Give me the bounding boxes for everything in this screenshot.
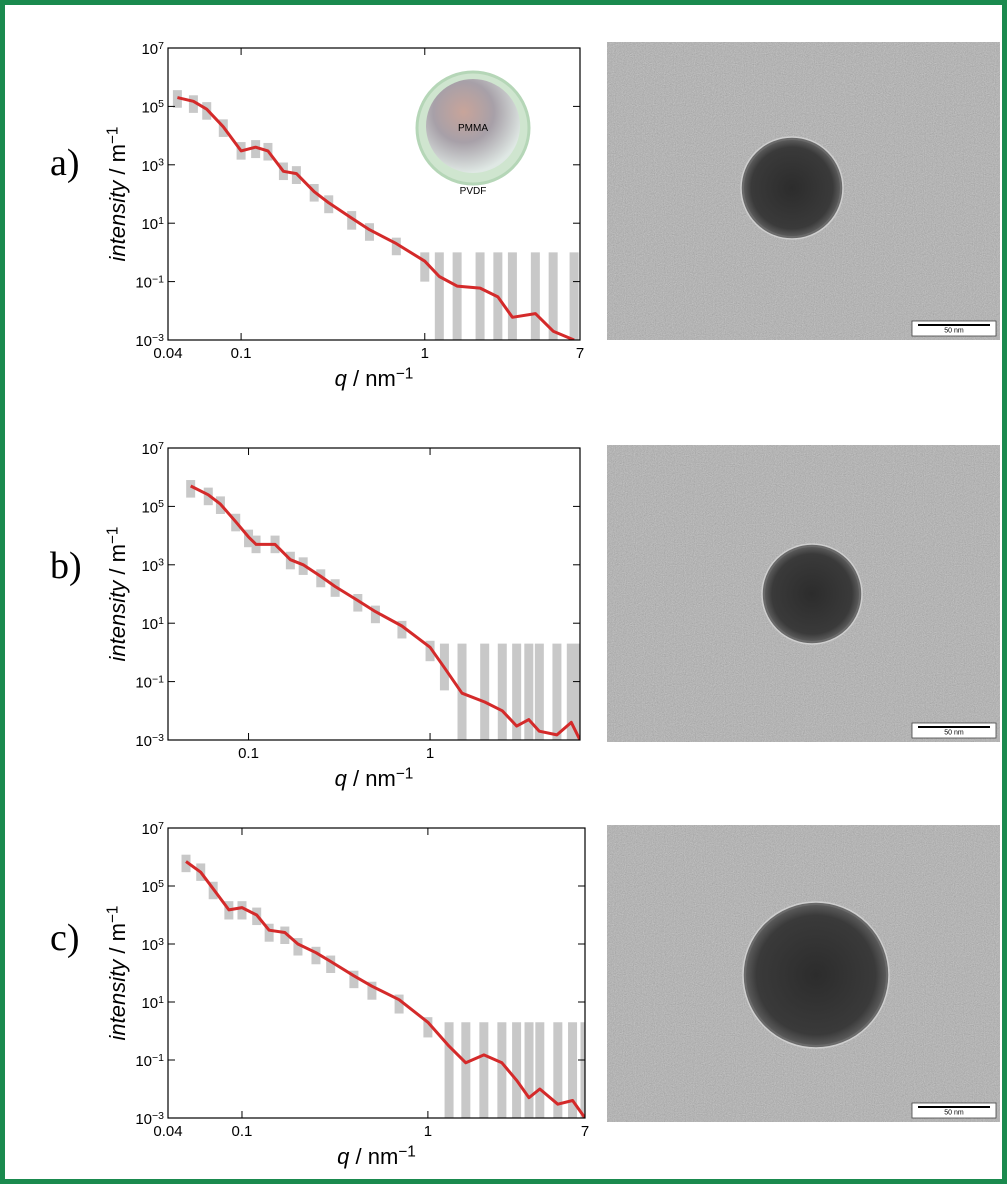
y-tick-label: 107	[141, 820, 164, 838]
x-tick-label: 1	[424, 1123, 432, 1140]
x-tick-label: 1	[421, 345, 429, 362]
y-tick-label: 101	[141, 615, 164, 633]
y-tick-label: 10−1	[135, 673, 164, 691]
y-axis-title: intensity / m−1	[104, 527, 130, 662]
x-axis-title: q / nm−1	[335, 365, 414, 391]
y-tick-label: 103	[141, 936, 164, 954]
x-axis-title: q / nm−1	[335, 765, 414, 791]
panel-label: a)	[50, 142, 80, 184]
y-axis-title: intensity / m−1	[104, 906, 130, 1041]
y-tick-label: 107	[141, 440, 164, 458]
x-tick-label: 7	[581, 1123, 589, 1140]
panel-label: c)	[50, 917, 80, 959]
inset-shell-label: PVDF	[460, 186, 487, 197]
fit-line	[185, 860, 585, 1118]
y-tick-label: 10−3	[135, 1110, 164, 1128]
fit-line	[177, 96, 575, 340]
plot-area	[181, 854, 585, 1118]
particle-core	[744, 140, 840, 236]
scale-bar-label: 50 nm	[944, 328, 964, 335]
y-tick-label: 105	[141, 498, 164, 516]
x-tick-label: 0.1	[238, 745, 259, 762]
scale-bar-label: 50 nm	[944, 730, 964, 737]
y-tick-label: 103	[141, 157, 164, 175]
y-axis-title: intensity / m−1	[104, 127, 130, 262]
plot-frame	[167, 447, 581, 741]
plot-area	[186, 480, 580, 740]
x-tick-label: 0.04	[153, 345, 182, 362]
y-tick-label: 105	[141, 878, 164, 896]
inset-core	[426, 79, 520, 173]
y-tick-label: 105	[141, 98, 164, 116]
plot-area	[172, 90, 579, 340]
y-tick-label: 107	[141, 40, 164, 58]
particle-core	[746, 905, 886, 1045]
x-tick-label: 0.1	[231, 345, 252, 362]
y-tick-label: 103	[141, 557, 164, 575]
particle-core	[765, 547, 859, 641]
plot-frame	[167, 47, 581, 341]
y-tick-label: 101	[141, 215, 164, 233]
scale-bar-label: 50 nm	[944, 1110, 964, 1117]
x-tick-label: 7	[576, 345, 584, 362]
y-tick-label: 10−1	[135, 273, 164, 291]
x-tick-label: 0.1	[232, 1123, 253, 1140]
x-axis-title: q / nm−1	[337, 1143, 416, 1169]
fit-line	[190, 484, 580, 740]
y-tick-label: 101	[141, 994, 164, 1012]
y-tick-label: 10−3	[135, 332, 164, 350]
inset-core-label: PMMA	[458, 123, 488, 134]
panel-label: b)	[50, 545, 82, 587]
x-tick-label: 0.04	[153, 1123, 182, 1140]
y-tick-label: 10−1	[135, 1052, 164, 1070]
x-tick-label: 1	[426, 745, 434, 762]
plot-frame	[167, 827, 586, 1119]
y-tick-label: 10−3	[135, 732, 164, 750]
